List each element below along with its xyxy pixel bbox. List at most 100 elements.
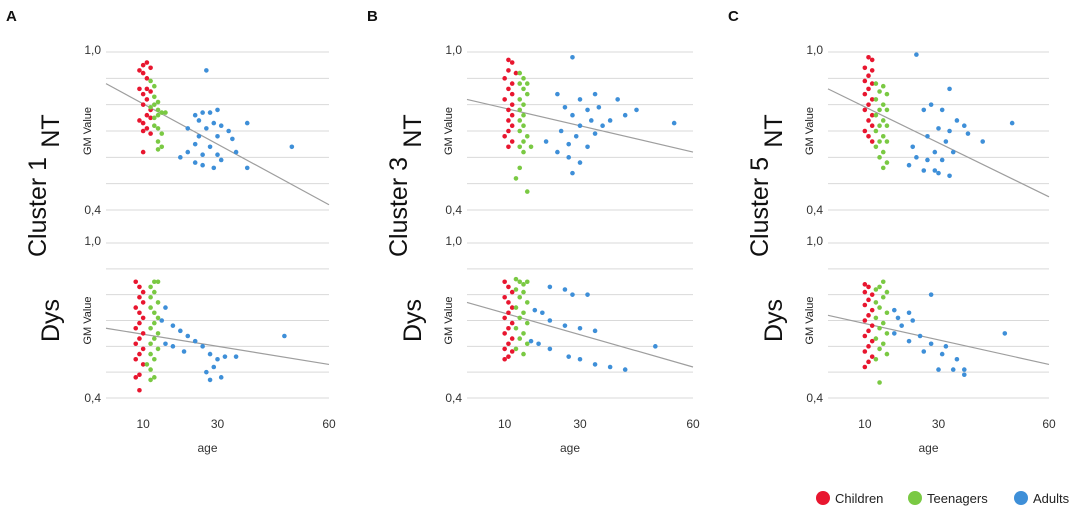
teenagers-point: [517, 294, 523, 300]
children-point: [862, 289, 868, 295]
teenagers-point: [513, 176, 519, 181]
adults-point: [932, 168, 938, 173]
children-point: [137, 387, 142, 393]
adults-point: [585, 144, 590, 150]
adults-point: [211, 165, 217, 171]
teenagers-point: [884, 351, 890, 357]
adults-point: [622, 112, 628, 118]
adults-point: [196, 118, 202, 123]
children-point: [140, 331, 146, 336]
teenagers-point: [517, 336, 523, 341]
adults-point: [200, 344, 205, 349]
children-point: [137, 336, 142, 341]
children-point: [502, 346, 507, 352]
teenagers-point: [524, 279, 530, 285]
children-point: [133, 356, 139, 362]
children-point: [137, 68, 142, 73]
teenagers-point: [880, 149, 886, 155]
adults-point: [555, 149, 560, 155]
adults-point: [921, 107, 927, 113]
teenagers-point: [521, 76, 526, 81]
children-point: [866, 284, 871, 290]
children-point: [137, 86, 142, 92]
adults-point: [947, 86, 952, 92]
teenagers-point: [513, 276, 519, 282]
teenagers-point: [521, 310, 526, 316]
children-point: [137, 320, 142, 326]
teenagers-point: [148, 377, 153, 383]
teenagers-point: [880, 102, 886, 107]
children-point: [137, 372, 142, 378]
teenagers-point: [873, 336, 879, 341]
children-point: [869, 112, 875, 118]
adults-point: [230, 136, 235, 142]
adults-point: [961, 372, 967, 378]
adults-point: [566, 354, 571, 359]
adults-point: [577, 160, 583, 165]
children-point: [502, 315, 507, 321]
teenagers-point: [521, 289, 526, 295]
adults-point: [170, 323, 176, 328]
adults-point: [196, 133, 202, 139]
teenagers-point: [148, 341, 153, 347]
children-point: [866, 73, 871, 78]
adults-point: [921, 168, 927, 173]
children-point: [506, 325, 511, 331]
teenagers-point: [884, 310, 890, 316]
teenagers-point: [521, 123, 526, 129]
children-point: [862, 302, 868, 308]
teenagers-point: [877, 139, 882, 144]
children-point: [869, 81, 875, 86]
children-point: [869, 139, 875, 144]
row-label-nt: NT: [399, 114, 427, 147]
children-point: [133, 375, 139, 380]
children-point: [862, 107, 868, 113]
adults-point: [906, 310, 912, 316]
adults-point: [585, 107, 590, 113]
teenagers-point: [521, 282, 526, 287]
adults-point: [925, 157, 930, 163]
adults-point: [192, 112, 198, 118]
children-point: [144, 86, 150, 92]
adults-point: [562, 323, 568, 328]
children-point: [862, 91, 868, 97]
children-point: [140, 120, 146, 126]
teenagers-point: [877, 380, 882, 385]
children-point: [866, 86, 871, 92]
children-point: [148, 115, 153, 121]
adults-point: [936, 367, 941, 372]
adults-point: [570, 170, 575, 176]
children-point: [506, 86, 511, 92]
adults-point: [939, 351, 945, 357]
adults-point: [218, 375, 224, 380]
x-axis-label: age: [560, 441, 580, 455]
teenagers-point: [155, 99, 161, 105]
children-point: [506, 354, 511, 359]
adults-point: [558, 128, 564, 134]
teenagers-point: [884, 331, 890, 336]
teenagers-point: [155, 346, 161, 352]
children-point: [140, 362, 146, 367]
teenagers-point: [880, 320, 886, 326]
children-point: [509, 123, 515, 129]
teenagers-point: [877, 346, 882, 352]
children-point: [144, 112, 150, 118]
row-label-dys: Dys: [760, 299, 788, 342]
teenagers-point: [152, 375, 157, 380]
children-point: [144, 126, 150, 131]
children-point: [137, 351, 142, 357]
children-point: [866, 313, 871, 318]
adults-point: [562, 105, 568, 110]
adults-point: [939, 157, 945, 163]
x-tick-label: 30: [573, 417, 587, 431]
adults-point: [954, 118, 960, 123]
children-point: [133, 305, 139, 310]
children-point: [869, 97, 875, 102]
adults-point: [200, 162, 205, 168]
children-point: [866, 133, 871, 139]
adults-point: [634, 107, 639, 113]
adults-point: [555, 91, 560, 97]
children-point: [862, 78, 868, 84]
teenagers-point: [517, 97, 523, 102]
teenagers-point: [877, 305, 882, 310]
